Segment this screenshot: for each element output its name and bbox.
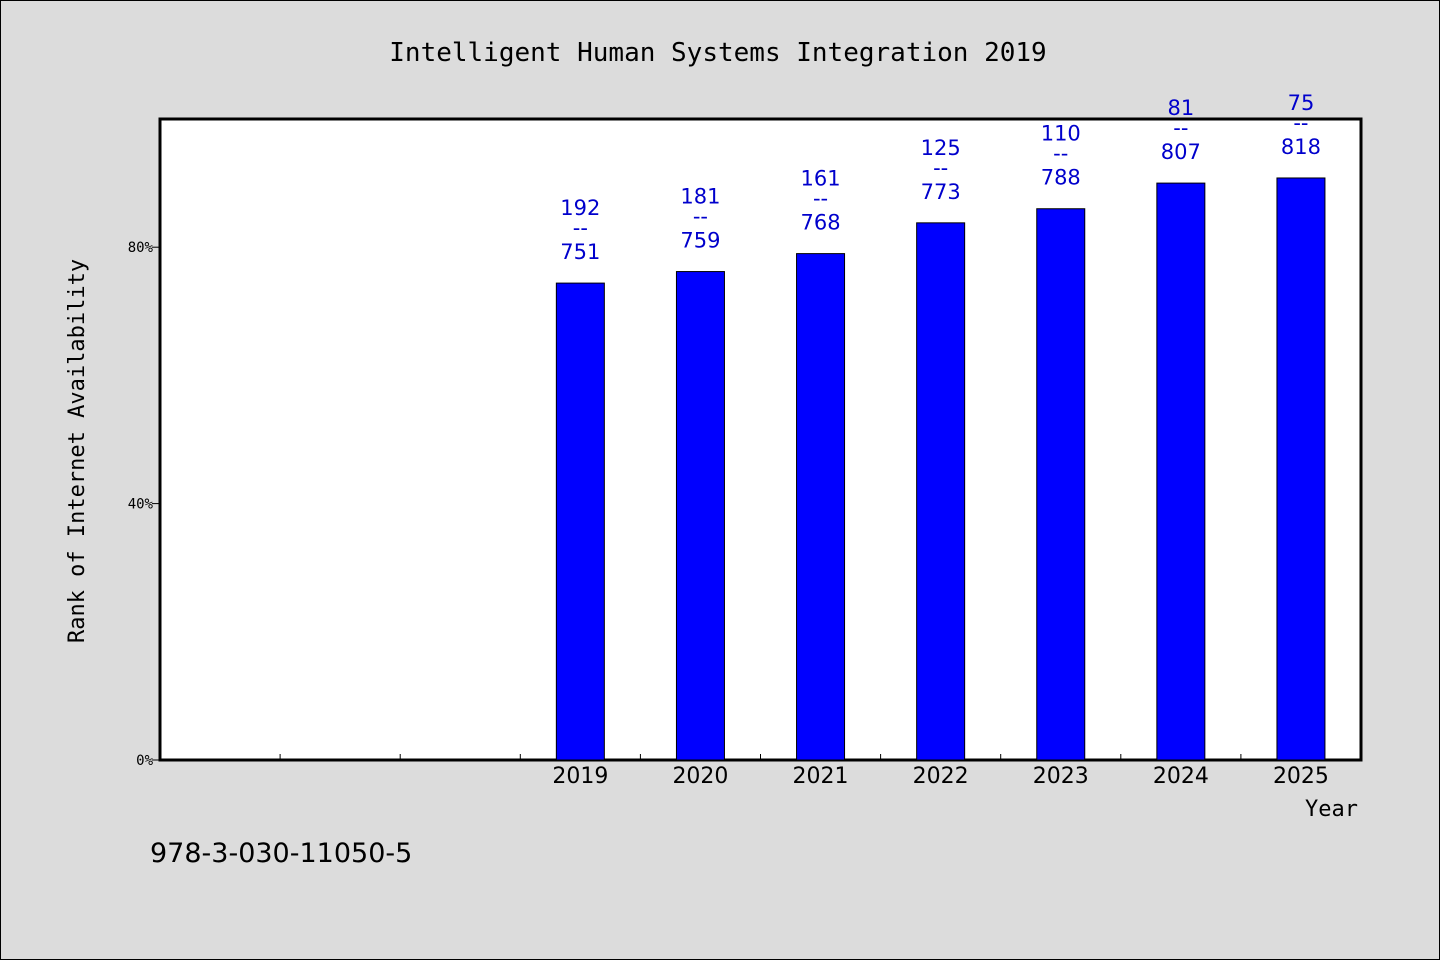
- data-label-total: 768: [801, 211, 841, 235]
- data-label-rank: 81: [1167, 96, 1194, 120]
- bar: [1276, 177, 1326, 761]
- data-label-separator: --: [1173, 116, 1188, 140]
- y-axis-label: Rank of Internet Availability: [65, 259, 90, 643]
- chart-marks: 0%40%80%2019192--7512020181--7592021161-…: [128, 91, 1329, 789]
- data-label-rank: 181: [680, 185, 720, 209]
- y-tick-label: 0%: [136, 753, 153, 769]
- x-tick-label: 2022: [913, 764, 969, 789]
- data-label-total: 788: [1041, 166, 1081, 190]
- data-label-separator: --: [813, 187, 828, 211]
- data-label-rank: 161: [801, 167, 841, 191]
- bar: [1036, 208, 1086, 761]
- x-axis-label: Year: [1305, 797, 1358, 822]
- data-label-separator: --: [693, 205, 708, 229]
- data-label-rank: 192: [560, 196, 600, 220]
- x-tick-label: 2025: [1273, 764, 1329, 789]
- x-tick-label: 2019: [552, 764, 608, 789]
- data-label-total: 773: [921, 180, 961, 204]
- data-label-separator: --: [573, 216, 588, 240]
- data-label-rank: 110: [1041, 122, 1081, 146]
- x-tick-label: 2021: [793, 764, 849, 789]
- data-label-separator: --: [933, 156, 948, 180]
- data-label-rank: 125: [921, 136, 961, 160]
- data-label-total: 818: [1281, 135, 1321, 159]
- bar: [1156, 182, 1206, 761]
- x-tick-label: 2024: [1153, 764, 1209, 789]
- data-label-rank: 75: [1288, 91, 1315, 115]
- chart-title: Intelligent Human Systems Integration 20…: [389, 38, 1046, 68]
- y-tick-label: 40%: [128, 497, 154, 513]
- bar: [675, 271, 725, 761]
- isbn-label: 978-3-030-11050-5: [150, 838, 412, 869]
- data-label-total: 751: [560, 240, 600, 264]
- x-tick-label: 2020: [672, 764, 728, 789]
- bar: [916, 222, 966, 761]
- y-tick-label: 80%: [128, 240, 154, 256]
- data-label-separator: --: [1293, 111, 1308, 135]
- bar: [555, 282, 605, 761]
- bar: [796, 253, 846, 761]
- data-label-total: 807: [1161, 140, 1201, 164]
- data-label-separator: --: [1053, 142, 1068, 166]
- data-label-total: 759: [680, 229, 720, 253]
- x-tick-label: 2023: [1033, 764, 1089, 789]
